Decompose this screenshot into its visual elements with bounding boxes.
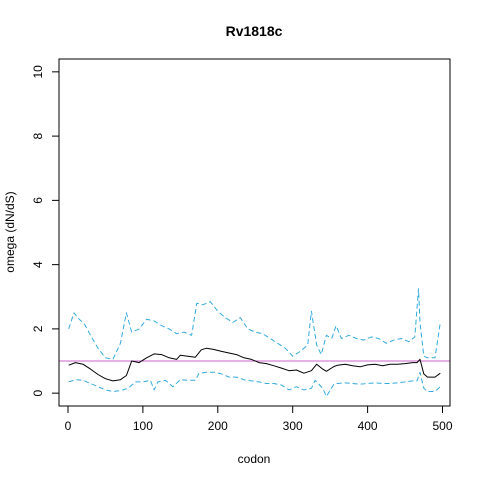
y-axis-label: omega (dN/dS) <box>3 191 17 272</box>
plot-area <box>59 288 450 397</box>
y-tick-label: 10 <box>31 65 45 79</box>
y-tick-label: 6 <box>31 197 45 204</box>
axes: 0 100 200 300 400 500 0 2 4 6 8 10 <box>31 65 453 433</box>
chart-title: Rv1818c <box>226 23 283 39</box>
y-tick-label: 8 <box>31 132 45 139</box>
y-tick-label: 2 <box>31 325 45 332</box>
x-tick-label: 200 <box>208 419 228 433</box>
x-tick-label: 500 <box>432 419 452 433</box>
x-tick-label: 300 <box>283 419 303 433</box>
y-tick-label: 0 <box>31 389 45 396</box>
lower-series-line <box>68 371 441 397</box>
x-tick-label: 100 <box>133 419 153 433</box>
x-tick-label: 400 <box>358 419 378 433</box>
plot-frame <box>58 58 451 407</box>
omega-series-line <box>68 347 441 382</box>
x-axis-label: codon <box>238 452 271 466</box>
x-tick-label: 0 <box>65 419 72 433</box>
upper-series-line <box>68 288 441 360</box>
y-tick-label: 4 <box>31 261 45 268</box>
